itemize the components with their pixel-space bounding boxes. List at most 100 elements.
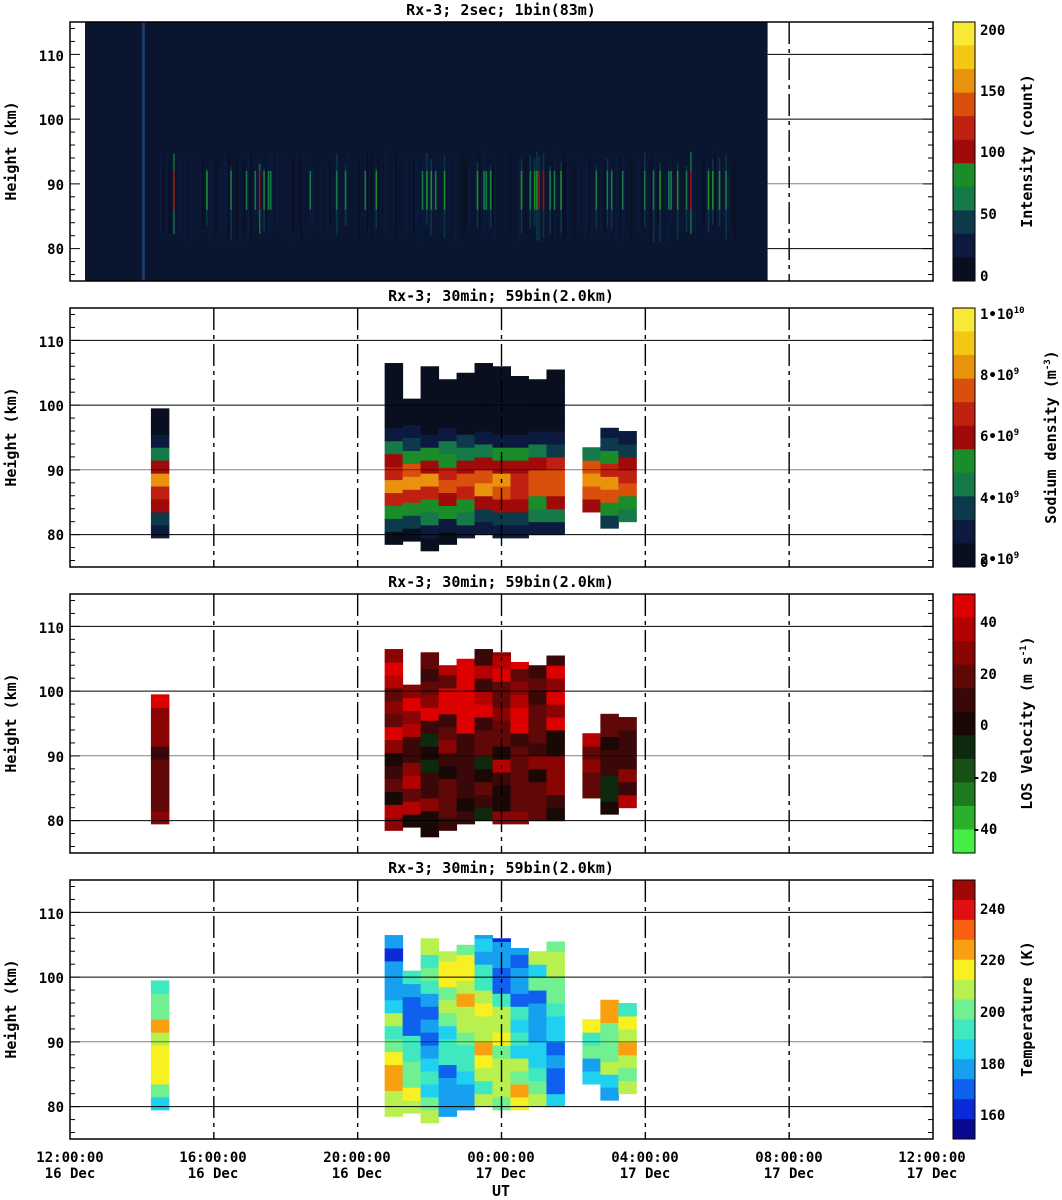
profile-bin bbox=[510, 460, 529, 474]
intensity-profile bbox=[357, 159, 360, 240]
profile-bin bbox=[528, 1015, 547, 1030]
panel-3-ticks bbox=[70, 599, 933, 848]
profile-bin bbox=[420, 668, 440, 682]
panel-1-cbar-label: Intensity (count) bbox=[1018, 74, 1036, 228]
colorbar-step bbox=[953, 69, 975, 94]
profile-bin bbox=[420, 408, 440, 422]
intensity-profile bbox=[582, 165, 584, 229]
colorbar-step bbox=[953, 829, 975, 854]
profile-bin bbox=[510, 661, 529, 669]
profile-bin bbox=[510, 1083, 529, 1098]
intensity-peak bbox=[536, 170, 538, 210]
profile-bin bbox=[402, 1061, 422, 1075]
profile-bin bbox=[420, 759, 440, 773]
profile-bin bbox=[546, 469, 565, 484]
colorbar-step bbox=[953, 472, 975, 497]
colorbar-step bbox=[953, 496, 975, 521]
profile-bin bbox=[402, 697, 422, 712]
profile-bin bbox=[438, 1077, 458, 1091]
profile-bin bbox=[510, 797, 529, 812]
profile-bin bbox=[600, 1022, 619, 1036]
intensity-peak bbox=[542, 170, 545, 210]
profile-bin bbox=[474, 1080, 494, 1095]
profile-bin bbox=[618, 1003, 637, 1017]
intensity-peak bbox=[610, 170, 613, 210]
x-tick-time: 12:00:00 bbox=[898, 1150, 965, 1166]
profile-bin bbox=[150, 473, 170, 487]
profile-bin bbox=[456, 1032, 476, 1046]
colorbar-step bbox=[953, 664, 975, 689]
profile-bin bbox=[150, 1045, 170, 1059]
profile-bin bbox=[618, 1054, 637, 1069]
profile-bin bbox=[384, 1064, 404, 1078]
profile-bin bbox=[438, 440, 458, 455]
panel-2-cbar-tick: 8•109 bbox=[980, 367, 1019, 384]
profile-bin bbox=[528, 379, 547, 393]
profile-bin bbox=[618, 1080, 637, 1095]
profile-bin bbox=[618, 794, 637, 809]
panel-3-cbar-tick: -20 bbox=[972, 770, 997, 786]
profile-bin bbox=[150, 1032, 170, 1046]
intensity-peak bbox=[254, 170, 257, 210]
profile-bin bbox=[438, 674, 458, 689]
profile-bin bbox=[546, 482, 565, 497]
profile-bin bbox=[510, 720, 529, 734]
colorbar-frame bbox=[952, 307, 976, 568]
profile-bin bbox=[456, 499, 476, 513]
intensity-profile bbox=[276, 151, 279, 225]
intensity-peak bbox=[606, 170, 609, 210]
profile-bin bbox=[600, 489, 619, 503]
colorbar-frame bbox=[952, 593, 976, 854]
profile-bin bbox=[582, 460, 601, 474]
profile-bin bbox=[402, 502, 422, 516]
panel-4-ytick: 90 bbox=[47, 1036, 64, 1052]
profile-bin bbox=[528, 418, 547, 432]
profile-bin bbox=[438, 466, 458, 481]
colorbar-step bbox=[953, 425, 975, 450]
profile-bin bbox=[402, 801, 422, 815]
intensity-peak bbox=[643, 170, 646, 210]
panel-1-cbar-tick: 50 bbox=[980, 207, 997, 223]
intensity-peak bbox=[245, 170, 248, 210]
profile-bin bbox=[456, 1083, 476, 1098]
profile-bin bbox=[474, 443, 494, 458]
intensity-profile bbox=[236, 157, 239, 239]
intensity-profile bbox=[465, 161, 468, 230]
intensity-profile bbox=[338, 160, 340, 232]
profile-bin bbox=[438, 765, 458, 780]
profile-bin bbox=[438, 1064, 458, 1078]
profile-bin bbox=[582, 486, 601, 500]
intensity-profile bbox=[366, 151, 369, 234]
profile-bin bbox=[456, 421, 476, 435]
panel-1-ytick: 100 bbox=[39, 113, 64, 129]
profile-bin bbox=[618, 781, 637, 796]
profile-bin bbox=[456, 524, 476, 539]
intensity-profile bbox=[591, 156, 593, 240]
profile-bin bbox=[474, 768, 494, 783]
profile-bin bbox=[384, 765, 404, 780]
profile-bin bbox=[528, 1054, 547, 1069]
intensity-profile bbox=[487, 166, 490, 233]
profile-bin bbox=[456, 668, 476, 682]
profile-bin bbox=[582, 1019, 601, 1033]
profile-bin bbox=[528, 495, 547, 510]
profile-bin bbox=[600, 775, 619, 789]
profile-bin bbox=[384, 804, 404, 818]
profile-bin bbox=[420, 1032, 440, 1046]
profile-bin bbox=[384, 739, 404, 754]
intensity-profile bbox=[617, 159, 620, 237]
profile-bin bbox=[546, 655, 565, 666]
profile-bin bbox=[438, 687, 458, 702]
profile-bin bbox=[510, 810, 529, 825]
intensity-profile bbox=[214, 157, 217, 232]
intensity-profile bbox=[261, 160, 263, 230]
profile-bin bbox=[474, 678, 494, 692]
intensity-peak bbox=[489, 170, 492, 210]
intensity-profile bbox=[247, 156, 250, 236]
colorbar-step bbox=[953, 186, 975, 211]
profile-bin bbox=[546, 951, 565, 965]
profile-bin bbox=[582, 1058, 601, 1072]
profile-bin bbox=[402, 411, 422, 426]
profile-bin bbox=[546, 768, 565, 783]
profile-bin bbox=[474, 1015, 494, 1030]
